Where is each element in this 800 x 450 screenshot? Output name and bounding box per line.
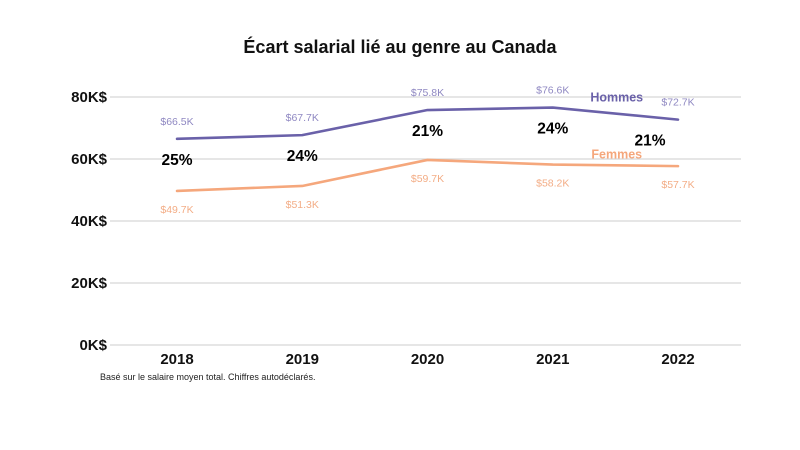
femmes-value-label: $49.7K	[160, 204, 193, 216]
femmes-value-label: $57.7K	[661, 179, 694, 191]
gap-percent-label: 24%	[537, 121, 568, 138]
chart-title: Écart salarial lié au genre au Canada	[243, 37, 557, 57]
gap-percent-label: 24%	[287, 148, 318, 165]
chart-footnote: Basé sur le salaire moyen total. Chiffre…	[100, 372, 316, 382]
gap-percent-label: 21%	[412, 123, 443, 140]
hommes-value-label: $72.7K	[661, 97, 694, 109]
hommes-value-label: $75.8K	[411, 87, 444, 99]
femmes-series-label: Femmes	[591, 148, 642, 162]
y-axis-tick-label: 40K$	[71, 213, 108, 230]
hommes-value-label: $76.6K	[536, 85, 569, 97]
x-axis-tick-label: 2018	[160, 351, 193, 368]
y-axis-tick-label: 60K$	[71, 151, 108, 168]
hommes-value-label: $67.7K	[286, 112, 319, 124]
x-axis-tick-label: 2022	[661, 351, 694, 368]
y-axis-tick-label: 20K$	[71, 275, 108, 292]
femmes-value-label: $59.7K	[411, 173, 444, 185]
x-axis-tick-label: 2019	[286, 351, 319, 368]
hommes-line	[175, 106, 680, 141]
femmes-value-label: $58.2K	[536, 178, 569, 190]
x-axis-tick-label: 2021	[536, 351, 569, 368]
x-axis-tick-label: 2020	[411, 351, 444, 368]
y-axis-tick-label: 0K$	[79, 337, 107, 354]
hommes-series-label: Hommes	[590, 91, 643, 105]
gap-percent-label: 25%	[161, 152, 192, 169]
femmes-line	[175, 158, 680, 193]
femmes-value-label: $51.3K	[286, 199, 319, 211]
y-axis-tick-label: 80K$	[71, 89, 108, 106]
gap-percent-label: 21%	[634, 133, 665, 150]
hommes-value-label: $66.5K	[160, 116, 193, 128]
